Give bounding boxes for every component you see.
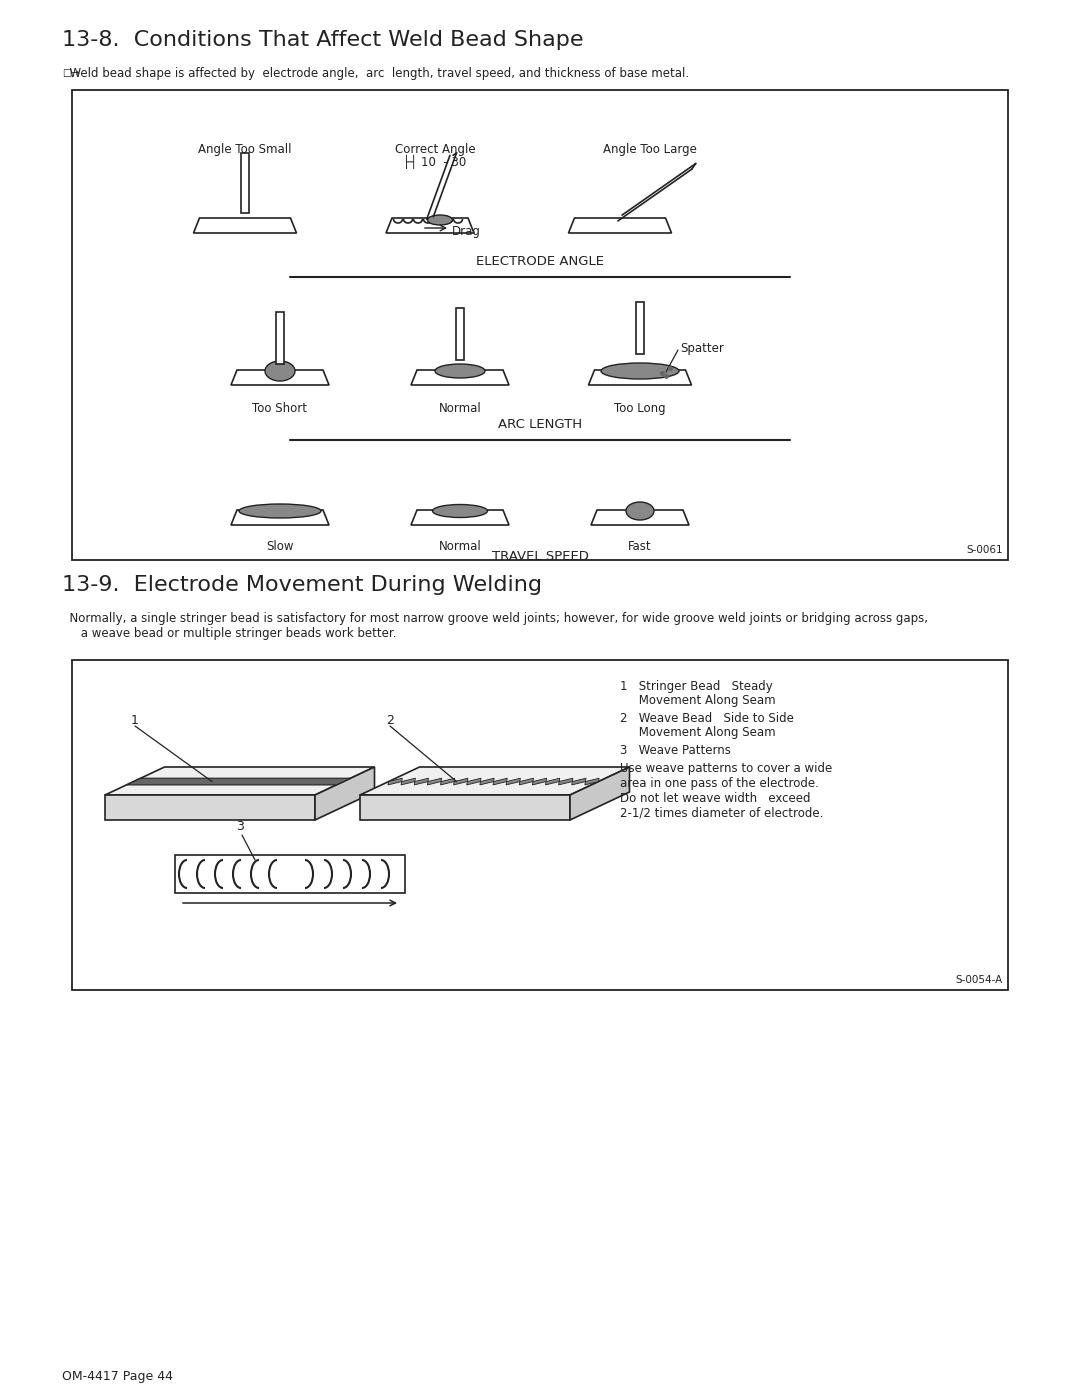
Text: S-0061: S-0061 <box>967 545 1003 555</box>
Polygon shape <box>570 767 630 820</box>
Text: 1   Stringer Bead   Steady: 1 Stringer Bead Steady <box>620 680 773 693</box>
Ellipse shape <box>432 504 487 517</box>
Polygon shape <box>507 778 521 785</box>
Polygon shape <box>532 778 546 785</box>
Ellipse shape <box>239 504 321 518</box>
Bar <box>241 154 249 212</box>
Bar <box>456 307 464 360</box>
Ellipse shape <box>626 502 654 520</box>
Polygon shape <box>231 370 329 386</box>
Text: Use weave patterns to cover a wide
area in one pass of the electrode.
Do not let: Use weave patterns to cover a wide area … <box>620 761 833 820</box>
Text: Angle Too Small: Angle Too Small <box>199 142 292 156</box>
Text: Spatter: Spatter <box>680 342 724 355</box>
Polygon shape <box>428 778 442 785</box>
Text: Slow: Slow <box>267 541 294 553</box>
Bar <box>175 855 405 893</box>
Text: 13-9.  Electrode Movement During Welding: 13-9. Electrode Movement During Welding <box>62 576 542 595</box>
Bar <box>72 89 1008 560</box>
Text: 13-8.  Conditions That Affect Weld Bead Shape: 13-8. Conditions That Affect Weld Bead S… <box>62 29 583 50</box>
Text: Too Short: Too Short <box>253 402 308 415</box>
Polygon shape <box>492 778 508 785</box>
Polygon shape <box>360 795 570 820</box>
Polygon shape <box>315 767 375 820</box>
Text: ELECTRODE ANGLE: ELECTRODE ANGLE <box>476 256 604 268</box>
Polygon shape <box>545 778 559 785</box>
Polygon shape <box>386 218 474 233</box>
Text: 2   Weave Bead   Side to Side: 2 Weave Bead Side to Side <box>620 712 794 725</box>
Polygon shape <box>558 778 572 785</box>
Bar <box>636 302 644 353</box>
Bar <box>276 312 284 365</box>
Text: 3: 3 <box>237 820 244 834</box>
Text: Normal: Normal <box>438 541 482 553</box>
Polygon shape <box>585 778 599 785</box>
Polygon shape <box>388 778 402 785</box>
Text: OM-4417 Page 44: OM-4417 Page 44 <box>62 1370 173 1383</box>
Text: Normally, a single stringer bead is satisfactory for most narrow groove weld joi: Normally, a single stringer bead is sati… <box>62 612 928 640</box>
Polygon shape <box>105 767 375 795</box>
Text: Correct Angle: Correct Angle <box>394 142 475 156</box>
Polygon shape <box>411 370 509 386</box>
Text: S-0054-A: S-0054-A <box>956 975 1003 985</box>
Polygon shape <box>441 778 455 785</box>
Polygon shape <box>415 778 429 785</box>
Polygon shape <box>519 778 534 785</box>
Ellipse shape <box>435 365 485 379</box>
Polygon shape <box>454 778 468 785</box>
Text: Movement Along Seam: Movement Along Seam <box>620 694 775 707</box>
Polygon shape <box>589 370 691 386</box>
Polygon shape <box>401 778 416 785</box>
Polygon shape <box>126 778 351 785</box>
Polygon shape <box>231 510 329 525</box>
Polygon shape <box>193 218 297 233</box>
Text: 1: 1 <box>131 714 139 726</box>
Text: TRAVEL SPEED: TRAVEL SPEED <box>491 550 589 563</box>
Text: Movement Along Seam: Movement Along Seam <box>620 726 775 739</box>
Text: ├┤ 10  - 30: ├┤ 10 - 30 <box>403 155 467 169</box>
Polygon shape <box>467 778 481 785</box>
Text: Normal: Normal <box>438 402 482 415</box>
Polygon shape <box>571 778 586 785</box>
Ellipse shape <box>600 363 679 379</box>
Text: Weld bead shape is affected by  electrode angle,  arc  length, travel speed, and: Weld bead shape is affected by electrode… <box>62 67 689 80</box>
Text: ARC LENGTH: ARC LENGTH <box>498 418 582 432</box>
Polygon shape <box>105 795 315 820</box>
Polygon shape <box>360 767 630 795</box>
Polygon shape <box>568 218 672 233</box>
Polygon shape <box>591 510 689 525</box>
Text: Too Long: Too Long <box>615 402 665 415</box>
Polygon shape <box>480 778 495 785</box>
Polygon shape <box>411 510 509 525</box>
Text: 3   Weave Patterns: 3 Weave Patterns <box>620 745 731 757</box>
Text: Drag: Drag <box>453 225 481 237</box>
Bar <box>72 659 1008 990</box>
Text: 2: 2 <box>386 714 394 726</box>
Text: □→: □→ <box>62 68 79 78</box>
Ellipse shape <box>428 215 453 225</box>
Ellipse shape <box>265 360 295 381</box>
Text: Angle Too Large: Angle Too Large <box>603 142 697 156</box>
Text: Fast: Fast <box>629 541 652 553</box>
